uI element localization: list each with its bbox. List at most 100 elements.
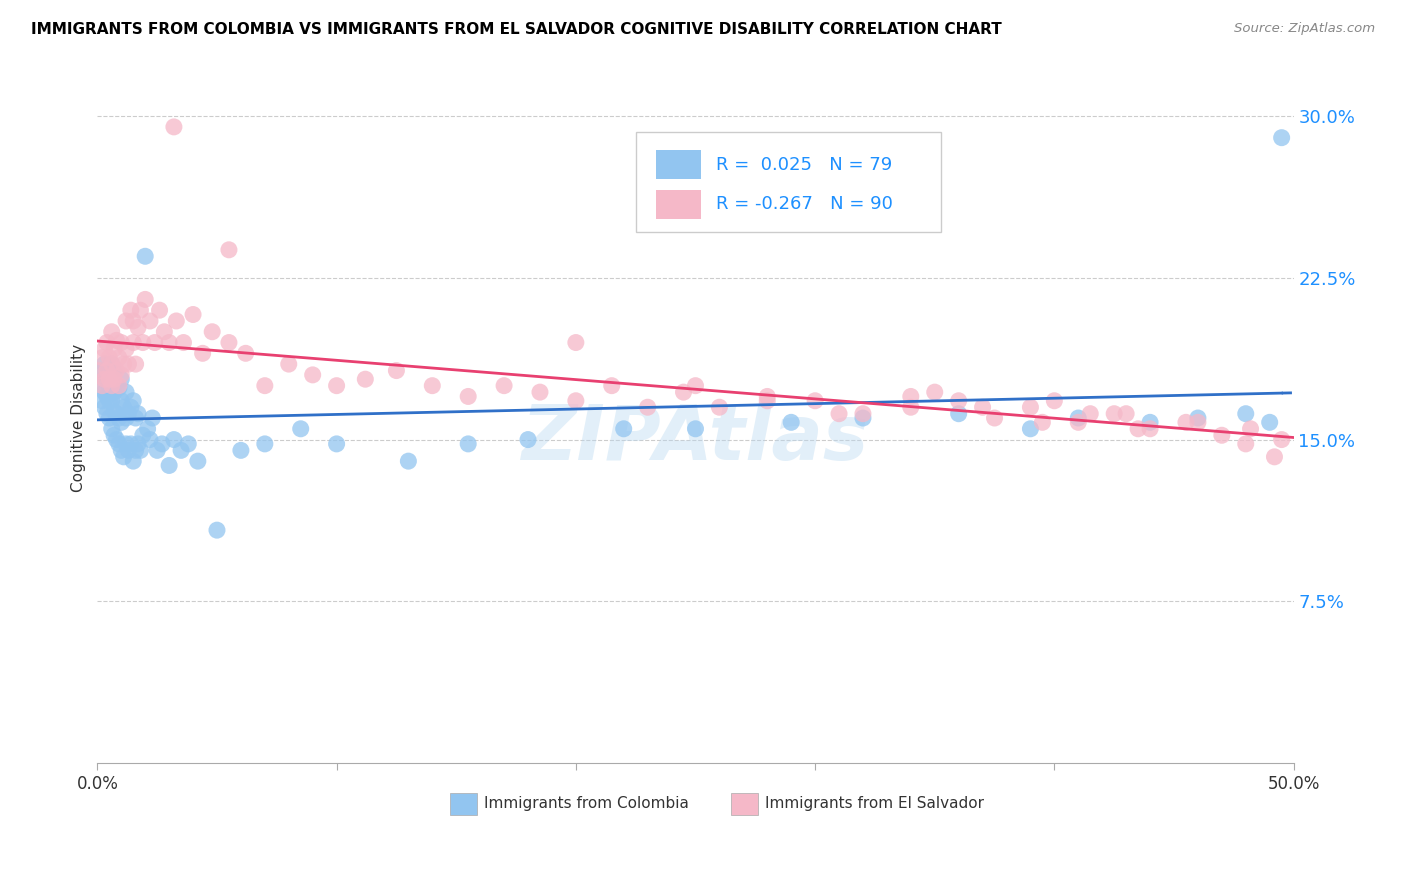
Point bbox=[93, 342, 115, 356]
Point bbox=[157, 458, 180, 473]
Point bbox=[120, 401, 142, 415]
Point bbox=[1078, 407, 1101, 421]
Bar bbox=[657, 150, 702, 179]
Point bbox=[139, 433, 162, 447]
Point bbox=[122, 393, 145, 408]
Point bbox=[191, 346, 214, 360]
Text: R =  0.025   N = 79: R = 0.025 N = 79 bbox=[716, 156, 891, 174]
Point bbox=[134, 293, 156, 307]
Point bbox=[122, 314, 145, 328]
Point bbox=[124, 443, 146, 458]
Point bbox=[122, 454, 145, 468]
Point bbox=[1234, 437, 1257, 451]
Point bbox=[129, 303, 152, 318]
Point bbox=[157, 335, 180, 350]
Point bbox=[108, 381, 131, 395]
Point bbox=[517, 433, 540, 447]
Point bbox=[100, 325, 122, 339]
Point bbox=[96, 407, 118, 421]
Point bbox=[1139, 415, 1161, 429]
Text: Immigrants from Colombia: Immigrants from Colombia bbox=[484, 797, 689, 811]
Point bbox=[117, 443, 139, 458]
Point bbox=[100, 378, 122, 392]
Point bbox=[132, 428, 155, 442]
Bar bbox=[657, 190, 702, 219]
Point bbox=[1211, 428, 1233, 442]
Point bbox=[115, 411, 138, 425]
Point bbox=[277, 357, 299, 371]
Point bbox=[900, 389, 922, 403]
Point bbox=[1102, 407, 1125, 421]
Point bbox=[396, 454, 419, 468]
Point bbox=[457, 437, 479, 451]
Point bbox=[685, 422, 707, 436]
Point bbox=[120, 303, 142, 318]
Point bbox=[98, 378, 121, 392]
Point bbox=[181, 308, 204, 322]
Point bbox=[457, 389, 479, 403]
Point bbox=[1187, 411, 1209, 425]
Point bbox=[354, 372, 377, 386]
Point bbox=[852, 411, 875, 425]
Point bbox=[110, 443, 132, 458]
Point bbox=[1258, 415, 1281, 429]
Point bbox=[103, 372, 125, 386]
Point bbox=[565, 335, 588, 350]
Point bbox=[91, 378, 114, 392]
Point bbox=[115, 385, 138, 400]
Point bbox=[637, 401, 659, 415]
Point bbox=[148, 303, 170, 318]
Point bbox=[301, 368, 323, 382]
Point bbox=[1239, 422, 1261, 436]
Point bbox=[1031, 415, 1053, 429]
Point bbox=[172, 335, 194, 350]
Point bbox=[134, 249, 156, 263]
Text: R = -0.267   N = 90: R = -0.267 N = 90 bbox=[716, 195, 893, 213]
Point bbox=[110, 415, 132, 429]
Point bbox=[163, 120, 186, 134]
Point bbox=[96, 389, 118, 403]
Point bbox=[91, 351, 114, 365]
Point bbox=[494, 378, 516, 392]
Point bbox=[672, 385, 695, 400]
Point bbox=[529, 385, 551, 400]
Point bbox=[112, 401, 135, 415]
Point bbox=[141, 411, 163, 425]
Point bbox=[105, 334, 128, 348]
Point bbox=[100, 393, 122, 408]
Y-axis label: Cognitive Disability: Cognitive Disability bbox=[72, 344, 86, 492]
Point bbox=[115, 437, 138, 451]
Point bbox=[129, 443, 152, 458]
Point bbox=[93, 372, 115, 386]
Point bbox=[150, 437, 173, 451]
Point bbox=[205, 523, 228, 537]
Point bbox=[112, 450, 135, 464]
Point bbox=[110, 335, 132, 350]
Point bbox=[112, 357, 135, 371]
Point bbox=[124, 411, 146, 425]
Point bbox=[780, 415, 803, 429]
Point bbox=[120, 437, 142, 451]
Point bbox=[1126, 422, 1149, 436]
Point bbox=[1067, 415, 1090, 429]
Point bbox=[565, 393, 588, 408]
Point bbox=[325, 437, 347, 451]
Point bbox=[108, 378, 131, 392]
Point bbox=[325, 378, 347, 392]
Point bbox=[105, 407, 128, 421]
Point bbox=[1234, 407, 1257, 421]
Point bbox=[235, 346, 257, 360]
Point bbox=[98, 411, 121, 425]
Point bbox=[139, 314, 162, 328]
Point bbox=[110, 393, 132, 408]
Point bbox=[709, 401, 731, 415]
Point bbox=[91, 363, 114, 377]
Point bbox=[253, 437, 276, 451]
Point bbox=[613, 422, 636, 436]
Text: ZIPAtlas: ZIPAtlas bbox=[522, 401, 869, 475]
Point bbox=[103, 428, 125, 442]
Point bbox=[187, 454, 209, 468]
Point bbox=[1043, 393, 1066, 408]
Text: Source: ZipAtlas.com: Source: ZipAtlas.com bbox=[1234, 22, 1375, 36]
Point bbox=[685, 378, 707, 392]
